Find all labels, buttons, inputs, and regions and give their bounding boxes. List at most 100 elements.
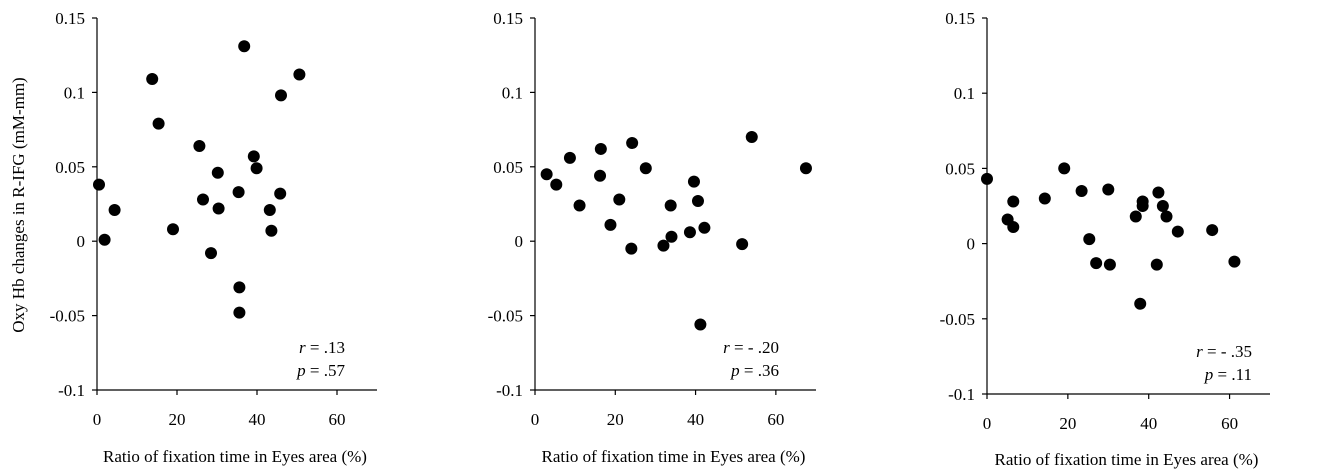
- data-point: [152, 117, 165, 130]
- y-tick-label: -0.05: [488, 307, 523, 326]
- data-point: [1156, 200, 1169, 212]
- y-tick-label: 0.15: [945, 9, 975, 28]
- data-point: [146, 73, 159, 86]
- data-point: [613, 193, 626, 206]
- data-point: [687, 175, 700, 188]
- y-tick-label: 0: [515, 232, 524, 251]
- y-tick-label: 0.05: [55, 158, 85, 177]
- data-point: [1007, 195, 1020, 208]
- data-point: [665, 230, 678, 243]
- data-point: [625, 242, 638, 255]
- data-point: [657, 239, 670, 252]
- y-axis-title: Oxy Hb changes in R-IFG (mM-mm): [9, 77, 28, 332]
- x-axis-title: Ratio of fixation time in Eyes area (%): [995, 450, 1259, 469]
- stat-r: r = - .35: [1196, 342, 1252, 361]
- data-point: [1136, 195, 1149, 208]
- data-point: [274, 187, 287, 200]
- data-point: [250, 162, 263, 175]
- data-point: [1150, 258, 1163, 271]
- data-point: [1129, 210, 1142, 223]
- data-point: [167, 223, 179, 236]
- data-point: [594, 142, 607, 155]
- data-point: [1090, 257, 1103, 270]
- y-tick-label: 0.1: [502, 83, 523, 102]
- data-point: [205, 247, 217, 260]
- x-tick-label: 0: [983, 414, 992, 433]
- data-point: [293, 68, 306, 81]
- data-point: [1152, 186, 1165, 199]
- data-point: [563, 151, 576, 164]
- data-point: [1083, 233, 1096, 246]
- data-point: [626, 136, 639, 149]
- data-point: [238, 40, 251, 53]
- data-point: [698, 221, 711, 234]
- y-tick-label: 0: [77, 232, 86, 251]
- stat-p: p = .57: [296, 361, 345, 380]
- data-point: [799, 162, 812, 175]
- x-tick-label: 60: [329, 410, 346, 429]
- x-tick-label: 60: [767, 410, 784, 429]
- stat-r: r = - .20: [723, 338, 779, 357]
- data-point: [211, 166, 224, 179]
- data-point: [594, 169, 607, 182]
- data-point: [1206, 224, 1219, 237]
- data-point: [1007, 221, 1020, 234]
- y-tick-label: 0.05: [945, 159, 975, 178]
- data-point: [233, 306, 246, 319]
- data-point: [197, 193, 209, 206]
- data-point: [212, 202, 225, 215]
- x-tick-label: 40: [1140, 414, 1157, 433]
- data-point: [108, 203, 121, 216]
- y-tick-label: 0.15: [55, 9, 85, 28]
- y-tick-label: 0.05: [493, 158, 523, 177]
- x-tick-label: 0: [93, 410, 102, 429]
- data-point: [263, 203, 276, 216]
- data-point: [232, 186, 245, 199]
- stat-p: p = .36: [730, 361, 779, 380]
- x-axis-title: Ratio of fixation time in Eyes area (%): [542, 447, 806, 466]
- x-tick-label: 60: [1221, 414, 1238, 433]
- data-point: [664, 199, 677, 212]
- y-tick-label: 0.1: [954, 84, 975, 103]
- y-tick-label: 0.1: [64, 83, 85, 102]
- x-tick-label: 20: [169, 410, 186, 429]
- y-tick-label: 0: [967, 235, 976, 254]
- x-tick-label: 40: [249, 410, 266, 429]
- data-point: [98, 233, 111, 246]
- data-point: [550, 178, 563, 191]
- x-axis-title: Ratio of fixation time in Eyes area (%): [103, 447, 367, 466]
- data-point: [540, 168, 553, 181]
- stat-p: p = .11: [1204, 365, 1252, 384]
- data-point: [247, 150, 260, 163]
- data-point: [93, 178, 105, 191]
- data-point: [1171, 225, 1184, 238]
- data-point: [265, 224, 278, 237]
- data-point: [745, 131, 758, 144]
- y-tick-label: -0.05: [940, 310, 975, 329]
- x-tick-label: 20: [1059, 414, 1076, 433]
- stat-r: r = .13: [299, 338, 345, 357]
- data-point: [573, 199, 586, 212]
- data-point: [1058, 162, 1071, 175]
- data-point: [233, 281, 246, 294]
- data-point: [683, 226, 696, 239]
- data-point: [1103, 258, 1116, 271]
- data-point: [694, 318, 707, 331]
- data-point: [639, 162, 652, 175]
- data-point: [1228, 255, 1241, 268]
- y-tick-label: 0.15: [493, 9, 523, 28]
- data-point: [691, 195, 704, 208]
- y-tick-label: -0.05: [50, 307, 85, 326]
- data-point: [604, 218, 617, 231]
- x-tick-label: 0: [531, 410, 540, 429]
- data-point: [1134, 297, 1147, 310]
- y-tick-label: -0.1: [948, 385, 975, 404]
- x-tick-label: 40: [687, 410, 704, 429]
- data-point: [981, 172, 993, 185]
- x-tick-label: 20: [607, 410, 624, 429]
- data-point: [736, 238, 749, 251]
- data-point: [1160, 210, 1173, 223]
- data-point: [193, 139, 206, 152]
- data-point: [1038, 192, 1051, 205]
